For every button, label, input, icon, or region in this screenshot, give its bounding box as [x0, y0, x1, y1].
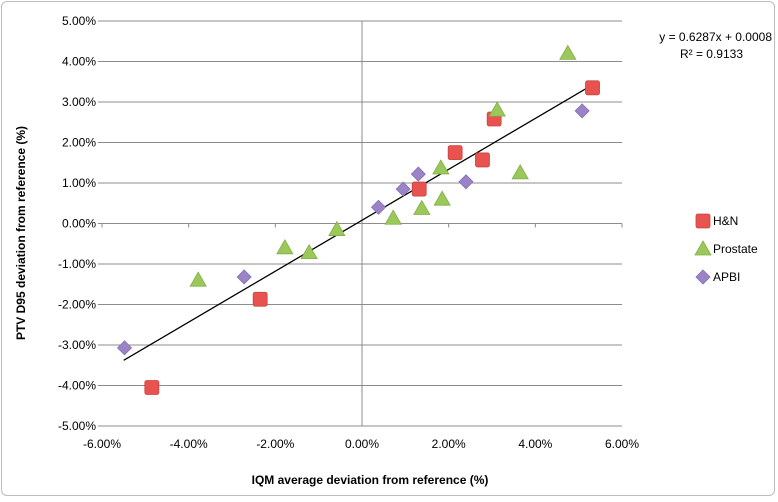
x-tick-label: -2.00%	[256, 437, 294, 451]
point-prostate	[276, 238, 294, 255]
y-tick-label: 2.00%	[62, 136, 96, 150]
point-apbi	[370, 199, 387, 215]
x-tick-label: 2.00%	[432, 437, 466, 451]
point-apbi	[574, 103, 590, 119]
point-prostate	[432, 159, 450, 175]
legend-marker-prostate	[694, 240, 712, 256]
y-tick-label: -4.00%	[58, 379, 96, 393]
point-prostate	[488, 101, 506, 117]
y-tick-label: -2.00%	[58, 298, 96, 312]
point-h-n	[252, 291, 268, 307]
point-apbi	[395, 181, 411, 197]
linear-trendline	[123, 84, 592, 361]
point-apbi	[410, 166, 426, 182]
trendline-group	[123, 84, 592, 361]
y-tick-label: 5.00%	[62, 14, 96, 28]
legend-label-h-n: H&N	[713, 214, 738, 228]
x-axis-title: IQM average deviation from reference (%)	[252, 473, 489, 487]
x-tick-label: 4.00%	[518, 437, 552, 451]
point-prostate	[433, 190, 451, 206]
x-tick-label: -6.00%	[83, 437, 121, 451]
x-tick-label: 6.00%	[605, 437, 639, 451]
point-h-n	[144, 380, 160, 395]
legend-marker-h-n	[695, 213, 711, 229]
point-h-n	[411, 181, 427, 197]
y-tick-label: -5.00%	[58, 419, 96, 433]
point-h-n	[447, 145, 463, 161]
y-tick-label: 3.00%	[62, 95, 96, 109]
x-tick-label: -4.00%	[170, 437, 208, 451]
y-axis-title: PTV D95 deviation from reference (%)	[14, 126, 28, 340]
x-tick-labels: -6.00% -4.00% -2.00% 0.00% 2.00% 4.00% 6.00%	[83, 437, 639, 451]
point-apbi	[116, 340, 133, 356]
y-tick-label: -1.00%	[58, 257, 96, 271]
point-prostate	[413, 199, 431, 215]
point-h-n	[585, 80, 600, 96]
legend: H&N Prostate APBI	[694, 213, 758, 285]
legend-label-prostate: Prostate	[713, 242, 758, 256]
point-prostate	[300, 243, 318, 260]
point-apbi	[458, 174, 474, 190]
y-tick-label: -3.00%	[58, 338, 96, 352]
point-prostate	[559, 44, 577, 60]
y-tick-label: 0.00%	[62, 217, 96, 231]
trendline-r-squared: R² = 0.9133	[680, 47, 743, 61]
x-tick-label: 0.00%	[345, 437, 379, 451]
point-h-n	[475, 152, 490, 168]
trendline-equation: y = 0.6287x + 0.0008	[659, 30, 772, 44]
point-prostate	[328, 220, 346, 236]
data-points	[116, 44, 600, 395]
point-prostate	[189, 271, 207, 287]
point-apbi	[236, 269, 252, 285]
point-prostate	[384, 209, 402, 225]
legend-marker-apbi	[695, 269, 711, 285]
point-prostate	[511, 164, 529, 180]
axes	[98, 20, 623, 427]
y-tick-label: 1.00%	[62, 176, 96, 190]
y-tick-label: 4.00%	[62, 55, 96, 69]
legend-label-apbi: APBI	[713, 270, 740, 284]
y-tick-labels: 5.00% 4.00% 3.00% 2.00% 1.00% 0.00% -1.00% -2.0…	[58, 14, 96, 433]
